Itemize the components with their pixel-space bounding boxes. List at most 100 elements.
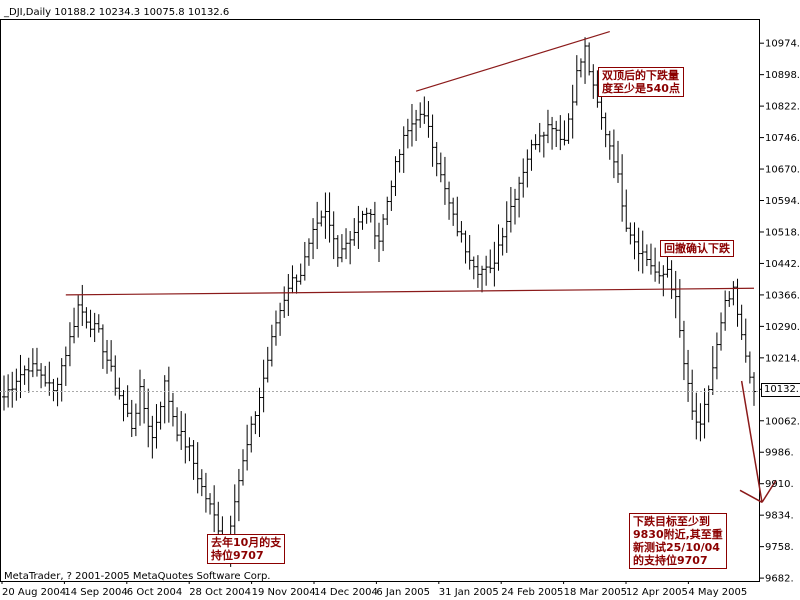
x-tick-label: 6 Oct 2004 bbox=[127, 587, 182, 598]
ohlc-bar bbox=[677, 279, 682, 338]
ohlc-bar bbox=[541, 131, 546, 158]
ohlc-bar bbox=[414, 109, 419, 141]
y-tick-label: 10062. bbox=[765, 416, 800, 427]
ohlc-bar bbox=[158, 401, 163, 430]
ohlc-bar bbox=[368, 208, 373, 223]
ohlc-bar bbox=[327, 192, 332, 243]
ohlc-bar bbox=[92, 312, 97, 343]
ohlc-bar bbox=[257, 387, 262, 438]
annotation-double-top: 双顶后的下跌量 度至少是540点 bbox=[598, 67, 684, 97]
ohlc-bar bbox=[22, 365, 27, 385]
ohlc-bar bbox=[681, 320, 686, 381]
ohlc-bar bbox=[133, 403, 138, 437]
ohlc-bar bbox=[142, 378, 147, 424]
ohlc-bar bbox=[475, 255, 480, 288]
ohlc-bar bbox=[554, 120, 559, 147]
ohlc-bar bbox=[488, 249, 493, 274]
ohlc-bar bbox=[30, 348, 35, 378]
ohlc-bar bbox=[72, 307, 77, 344]
ohlc-bar bbox=[385, 196, 390, 226]
ohlc-bar bbox=[245, 424, 250, 471]
ohlc-bar bbox=[100, 324, 105, 369]
annotation-retest: 回撤确认下跌 bbox=[660, 240, 734, 257]
y-tick-label: 10594. bbox=[765, 196, 800, 207]
ohlc-bar bbox=[653, 247, 658, 282]
ohlc-bar bbox=[129, 399, 134, 437]
y-tick-label: 9758. bbox=[765, 542, 794, 553]
ohlc-bar bbox=[422, 96, 427, 124]
ohlc-bar bbox=[121, 390, 126, 422]
ohlc-bar bbox=[96, 314, 101, 333]
ohlc-bar bbox=[578, 58, 583, 78]
x-tick-label: 14 Sep 2004 bbox=[64, 587, 127, 598]
ohlc-bar bbox=[657, 261, 662, 284]
ohlc-bar bbox=[595, 70, 600, 108]
ohlc-bar bbox=[570, 84, 575, 139]
ohlc-bar bbox=[496, 224, 501, 271]
y-tick-label: 10974. bbox=[765, 39, 800, 50]
ohlc-bar bbox=[702, 388, 707, 439]
ohlc-bar bbox=[463, 230, 468, 264]
ohlc-bar bbox=[166, 366, 171, 423]
plot-frame bbox=[0, 19, 760, 582]
ohlc-bar bbox=[51, 378, 56, 402]
ohlc-bar bbox=[504, 201, 509, 253]
ohlc-bar bbox=[294, 274, 299, 294]
y-tick-label: 10518. bbox=[765, 227, 800, 238]
ohlc-bars bbox=[2, 37, 756, 567]
x-tick-label: 6 Jan 2005 bbox=[376, 587, 430, 598]
copyright-text: MetaTrader, ? 2001-2005 MetaQuotes Softw… bbox=[4, 571, 270, 582]
ohlc-bar bbox=[117, 377, 122, 400]
ohlc-bar bbox=[550, 116, 555, 150]
ohlc-bar bbox=[236, 468, 241, 522]
ohlc-bar bbox=[199, 469, 204, 497]
ohlc-bar bbox=[558, 115, 563, 151]
ohlc-bar bbox=[484, 255, 489, 286]
ohlc-bar bbox=[59, 358, 64, 402]
y-tick-label: 9986. bbox=[765, 448, 794, 459]
ohlc-bar bbox=[335, 235, 340, 267]
ohlc-bar bbox=[339, 234, 344, 263]
ohlc-bar bbox=[574, 55, 579, 106]
ohlc-bar bbox=[517, 176, 522, 218]
ohlc-bar bbox=[203, 472, 208, 513]
ohlc-bar bbox=[319, 210, 324, 227]
ohlc-bar bbox=[587, 42, 592, 76]
ohlc-bar bbox=[311, 218, 316, 260]
ohlc-bar bbox=[212, 485, 217, 533]
x-tick-label: 18 Mar 2005 bbox=[564, 587, 627, 598]
ohlc-bar bbox=[624, 189, 629, 232]
ohlc-bar bbox=[698, 403, 703, 442]
ohlc-bar bbox=[249, 416, 254, 453]
annotation-target: 下跌目标至少到 9830附近,其至重 新测试25/10/04 的支持位9707 bbox=[629, 513, 727, 569]
ohlc-bar bbox=[426, 101, 431, 138]
ohlc-bar bbox=[686, 349, 691, 402]
ohlc-bar bbox=[241, 449, 246, 486]
ohlc-bar bbox=[298, 263, 303, 285]
ohlc-bar bbox=[84, 307, 89, 329]
x-tick-label: 14 Dec 2004 bbox=[314, 587, 378, 598]
ohlc-bar bbox=[47, 361, 52, 396]
ohlc-bar bbox=[113, 355, 118, 396]
ohlc-bar bbox=[150, 415, 155, 459]
ohlc-bar bbox=[364, 207, 369, 224]
y-tick-label: 10746. bbox=[765, 133, 800, 144]
ohlc-bar bbox=[471, 256, 476, 280]
ohlc-bar bbox=[43, 365, 48, 387]
ohlc-bar bbox=[607, 130, 612, 160]
ohlc-bar bbox=[706, 385, 711, 423]
ohlc-bar bbox=[208, 493, 213, 515]
target-arrow-head-left bbox=[739, 489, 763, 503]
ohlc-bar bbox=[372, 201, 377, 250]
ohlc-bar bbox=[137, 369, 142, 426]
ohlc-bar bbox=[409, 103, 414, 147]
ohlc-bar bbox=[261, 359, 266, 413]
ohlc-bar bbox=[278, 302, 283, 336]
ohlc-bar bbox=[331, 211, 336, 260]
ohlc-bar bbox=[673, 270, 678, 319]
ohlc-bar bbox=[183, 413, 188, 464]
ohlc-bar bbox=[179, 411, 184, 450]
ohlc-bar bbox=[739, 304, 744, 340]
